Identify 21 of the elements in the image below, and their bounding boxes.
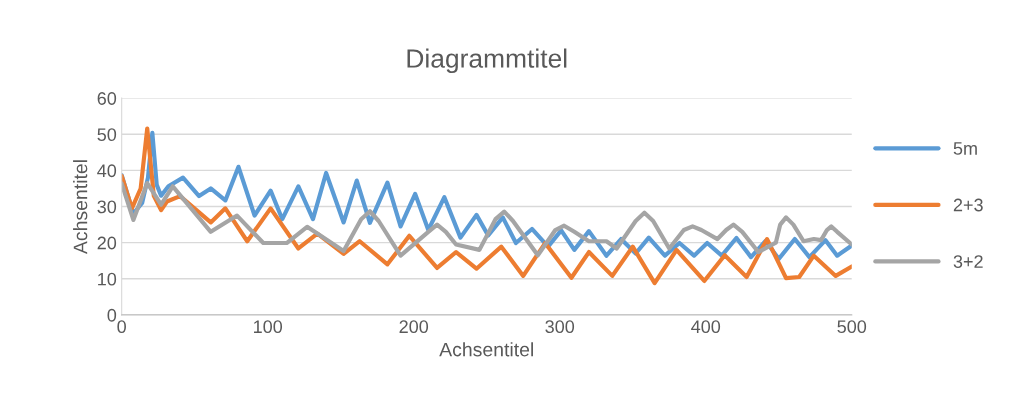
x-tick-label: 100 bbox=[254, 320, 283, 334]
line-series bbox=[121, 180, 852, 258]
y-tick-label: 30 bbox=[97, 200, 117, 214]
x-tick-label: 200 bbox=[399, 320, 429, 334]
y-tick-label: 50 bbox=[97, 128, 117, 142]
y-tick-label: 10 bbox=[98, 272, 117, 286]
legend-label: 2+3 bbox=[953, 198, 983, 212]
y-tick-label: 60 bbox=[97, 92, 117, 105]
y-tick-label: 0 bbox=[107, 308, 117, 322]
x-tick-label: 0 bbox=[117, 320, 126, 334]
y-tick-label: 20 bbox=[97, 236, 117, 250]
y-axis-title: Achsentitel bbox=[73, 160, 88, 255]
x-axis-title: Achsentitel bbox=[439, 342, 533, 357]
line-series bbox=[121, 126, 852, 286]
x-tick-label: 300 bbox=[545, 320, 575, 334]
legend-label: 3+2 bbox=[953, 255, 983, 268]
chart-title: Diagrammtitel bbox=[407, 48, 567, 74]
legend-label: 5m bbox=[953, 142, 977, 155]
y-tick-label: 40 bbox=[97, 164, 117, 178]
x-tick-label: 400 bbox=[691, 320, 721, 334]
x-tick-label: 500 bbox=[837, 320, 867, 334]
